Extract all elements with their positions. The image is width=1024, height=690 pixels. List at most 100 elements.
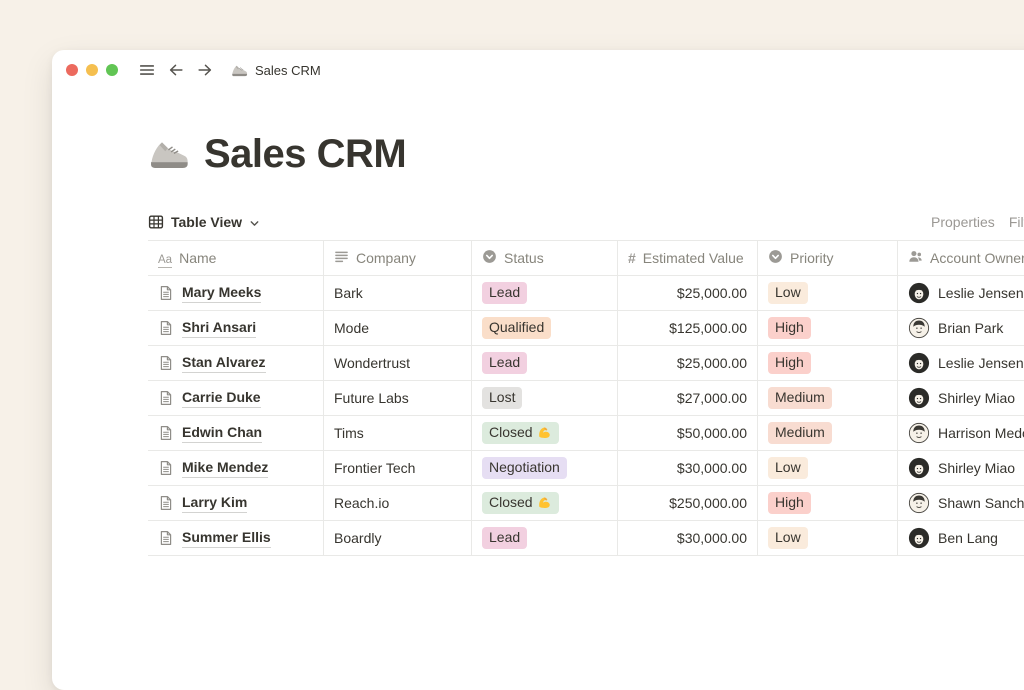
table-row[interactable]: Summer Ellis Boardly Lead $30,000.00 Low… xyxy=(148,521,1024,556)
cell-name[interactable]: Stan Alvarez xyxy=(148,346,324,380)
table-row[interactable]: Mary Meeks Bark Lead $25,000.00 Low Lesl… xyxy=(148,276,1024,311)
column-header-company[interactable]: Company xyxy=(324,241,472,275)
table-row[interactable]: Mike Mendez Frontier Tech Negotiation $3… xyxy=(148,451,1024,486)
cell-account-owner[interactable]: Shirley Miao xyxy=(898,451,1024,485)
cell-company[interactable]: Wondertrust xyxy=(324,346,472,380)
cell-status[interactable]: Lost xyxy=(472,381,618,415)
cell-priority[interactable]: Medium xyxy=(758,381,898,415)
select-icon xyxy=(768,249,783,267)
cell-status[interactable]: Lead xyxy=(472,276,618,310)
status-badge: Lead xyxy=(482,352,528,374)
priority-badge: High xyxy=(768,492,811,514)
cell-name[interactable]: Shri Ansari xyxy=(148,311,324,345)
cell-priority[interactable]: Low xyxy=(758,451,898,485)
chevron-down-icon xyxy=(249,218,260,229)
view-toolbar: Table View Properties Filter xyxy=(148,204,1024,240)
status-badge: Closed xyxy=(482,492,559,514)
priority-badge: Medium xyxy=(768,387,832,409)
cell-status[interactable]: Negotiation xyxy=(472,451,618,485)
cell-name[interactable]: Mary Meeks xyxy=(148,276,324,310)
filter-button[interactable]: Filter xyxy=(1008,214,1024,230)
cell-name[interactable]: Carrie Duke xyxy=(148,381,324,415)
cell-status[interactable]: Lead xyxy=(472,346,618,380)
cell-estimated-value[interactable]: $250,000.00 xyxy=(618,486,758,520)
cell-company[interactable]: Tims xyxy=(324,416,472,450)
table-view-icon xyxy=(148,214,164,230)
record-name[interactable]: Larry Kim xyxy=(182,493,248,513)
cell-company[interactable]: Boardly xyxy=(324,521,472,555)
avatar xyxy=(908,457,930,479)
cell-priority[interactable]: Low xyxy=(758,521,898,555)
cell-account-owner[interactable]: Shirley Miao xyxy=(898,381,1024,415)
record-name[interactable]: Summer Ellis xyxy=(182,528,271,548)
table-header-row: Aa Name Company Status # Estimated Value… xyxy=(148,241,1024,276)
priority-badge: Medium xyxy=(768,422,832,444)
cell-priority[interactable]: High xyxy=(758,486,898,520)
menu-icon[interactable] xyxy=(136,59,158,81)
priority-badge: Low xyxy=(768,282,808,304)
column-header-priority[interactable]: Priority xyxy=(758,241,898,275)
record-name[interactable]: Carrie Duke xyxy=(182,388,261,408)
cell-company[interactable]: Future Labs xyxy=(324,381,472,415)
record-name[interactable]: Shri Ansari xyxy=(182,318,257,338)
column-header-value[interactable]: # Estimated Value xyxy=(618,241,758,275)
close-button[interactable] xyxy=(66,64,78,76)
number-icon: # xyxy=(628,250,636,266)
cell-estimated-value[interactable]: $30,000.00 xyxy=(618,521,758,555)
avatar xyxy=(908,527,930,549)
record-name[interactable]: Edwin Chan xyxy=(182,423,263,443)
cell-account-owner[interactable]: Leslie Jensen xyxy=(898,346,1024,380)
cell-account-owner[interactable]: Shawn Sanche xyxy=(898,486,1024,520)
record-name[interactable]: Stan Alvarez xyxy=(182,353,266,373)
cell-status[interactable]: Lead xyxy=(472,521,618,555)
cell-estimated-value[interactable]: $27,000.00 xyxy=(618,381,758,415)
cell-name[interactable]: Larry Kim xyxy=(148,486,324,520)
table-row[interactable]: Edwin Chan Tims Closed $50,000.00 Medium… xyxy=(148,416,1024,451)
record-name[interactable]: Mike Mendez xyxy=(182,458,269,478)
cell-priority[interactable]: High xyxy=(758,346,898,380)
page-icon xyxy=(158,390,174,406)
cell-company[interactable]: Reach.io xyxy=(324,486,472,520)
cell-status[interactable]: Closed xyxy=(472,416,618,450)
cell-name[interactable]: Mike Mendez xyxy=(148,451,324,485)
cell-status[interactable]: Closed xyxy=(472,486,618,520)
cell-estimated-value[interactable]: $25,000.00 xyxy=(618,276,758,310)
zoom-button[interactable] xyxy=(106,64,118,76)
column-header-owner[interactable]: Account Owner xyxy=(898,241,1024,275)
minimize-button[interactable] xyxy=(86,64,98,76)
table-row[interactable]: Carrie Duke Future Labs Lost $27,000.00 … xyxy=(148,381,1024,416)
cell-priority[interactable]: Low xyxy=(758,276,898,310)
cell-account-owner[interactable]: Leslie Jensen xyxy=(898,276,1024,310)
cell-status[interactable]: Qualified xyxy=(472,311,618,345)
tab-table-view[interactable]: Table View xyxy=(148,214,260,230)
cell-company[interactable]: Bark xyxy=(324,276,472,310)
forward-arrow-icon[interactable] xyxy=(194,59,216,81)
back-arrow-icon[interactable] xyxy=(165,59,187,81)
cell-account-owner[interactable]: Brian Park xyxy=(898,311,1024,345)
page-title-text[interactable]: Sales CRM xyxy=(204,131,407,176)
column-header-status[interactable]: Status xyxy=(472,241,618,275)
avatar xyxy=(908,352,930,374)
cell-estimated-value[interactable]: $50,000.00 xyxy=(618,416,758,450)
cell-account-owner[interactable]: Harrison Medo xyxy=(898,416,1024,450)
select-icon xyxy=(482,249,497,267)
cell-estimated-value[interactable]: $25,000.00 xyxy=(618,346,758,380)
cell-company[interactable]: Frontier Tech xyxy=(324,451,472,485)
properties-button[interactable]: Properties xyxy=(931,214,995,230)
avatar xyxy=(908,492,930,514)
cell-priority[interactable]: Medium xyxy=(758,416,898,450)
cell-account-owner[interactable]: Ben Lang xyxy=(898,521,1024,555)
cell-estimated-value[interactable]: $30,000.00 xyxy=(618,451,758,485)
table-row[interactable]: Shri Ansari Mode Qualified $125,000.00 H… xyxy=(148,311,1024,346)
cell-name[interactable]: Summer Ellis xyxy=(148,521,324,555)
record-name[interactable]: Mary Meeks xyxy=(182,283,262,303)
cell-company[interactable]: Mode xyxy=(324,311,472,345)
cell-estimated-value[interactable]: $125,000.00 xyxy=(618,311,758,345)
cell-name[interactable]: Edwin Chan xyxy=(148,416,324,450)
priority-badge: Low xyxy=(768,457,808,479)
table-row[interactable]: Stan Alvarez Wondertrust Lead $25,000.00… xyxy=(148,346,1024,381)
cell-priority[interactable]: High xyxy=(758,311,898,345)
column-header-name[interactable]: Aa Name xyxy=(148,241,324,275)
table-row[interactable]: Larry Kim Reach.io Closed $250,000.00 Hi… xyxy=(148,486,1024,521)
priority-badge: Low xyxy=(768,527,808,549)
